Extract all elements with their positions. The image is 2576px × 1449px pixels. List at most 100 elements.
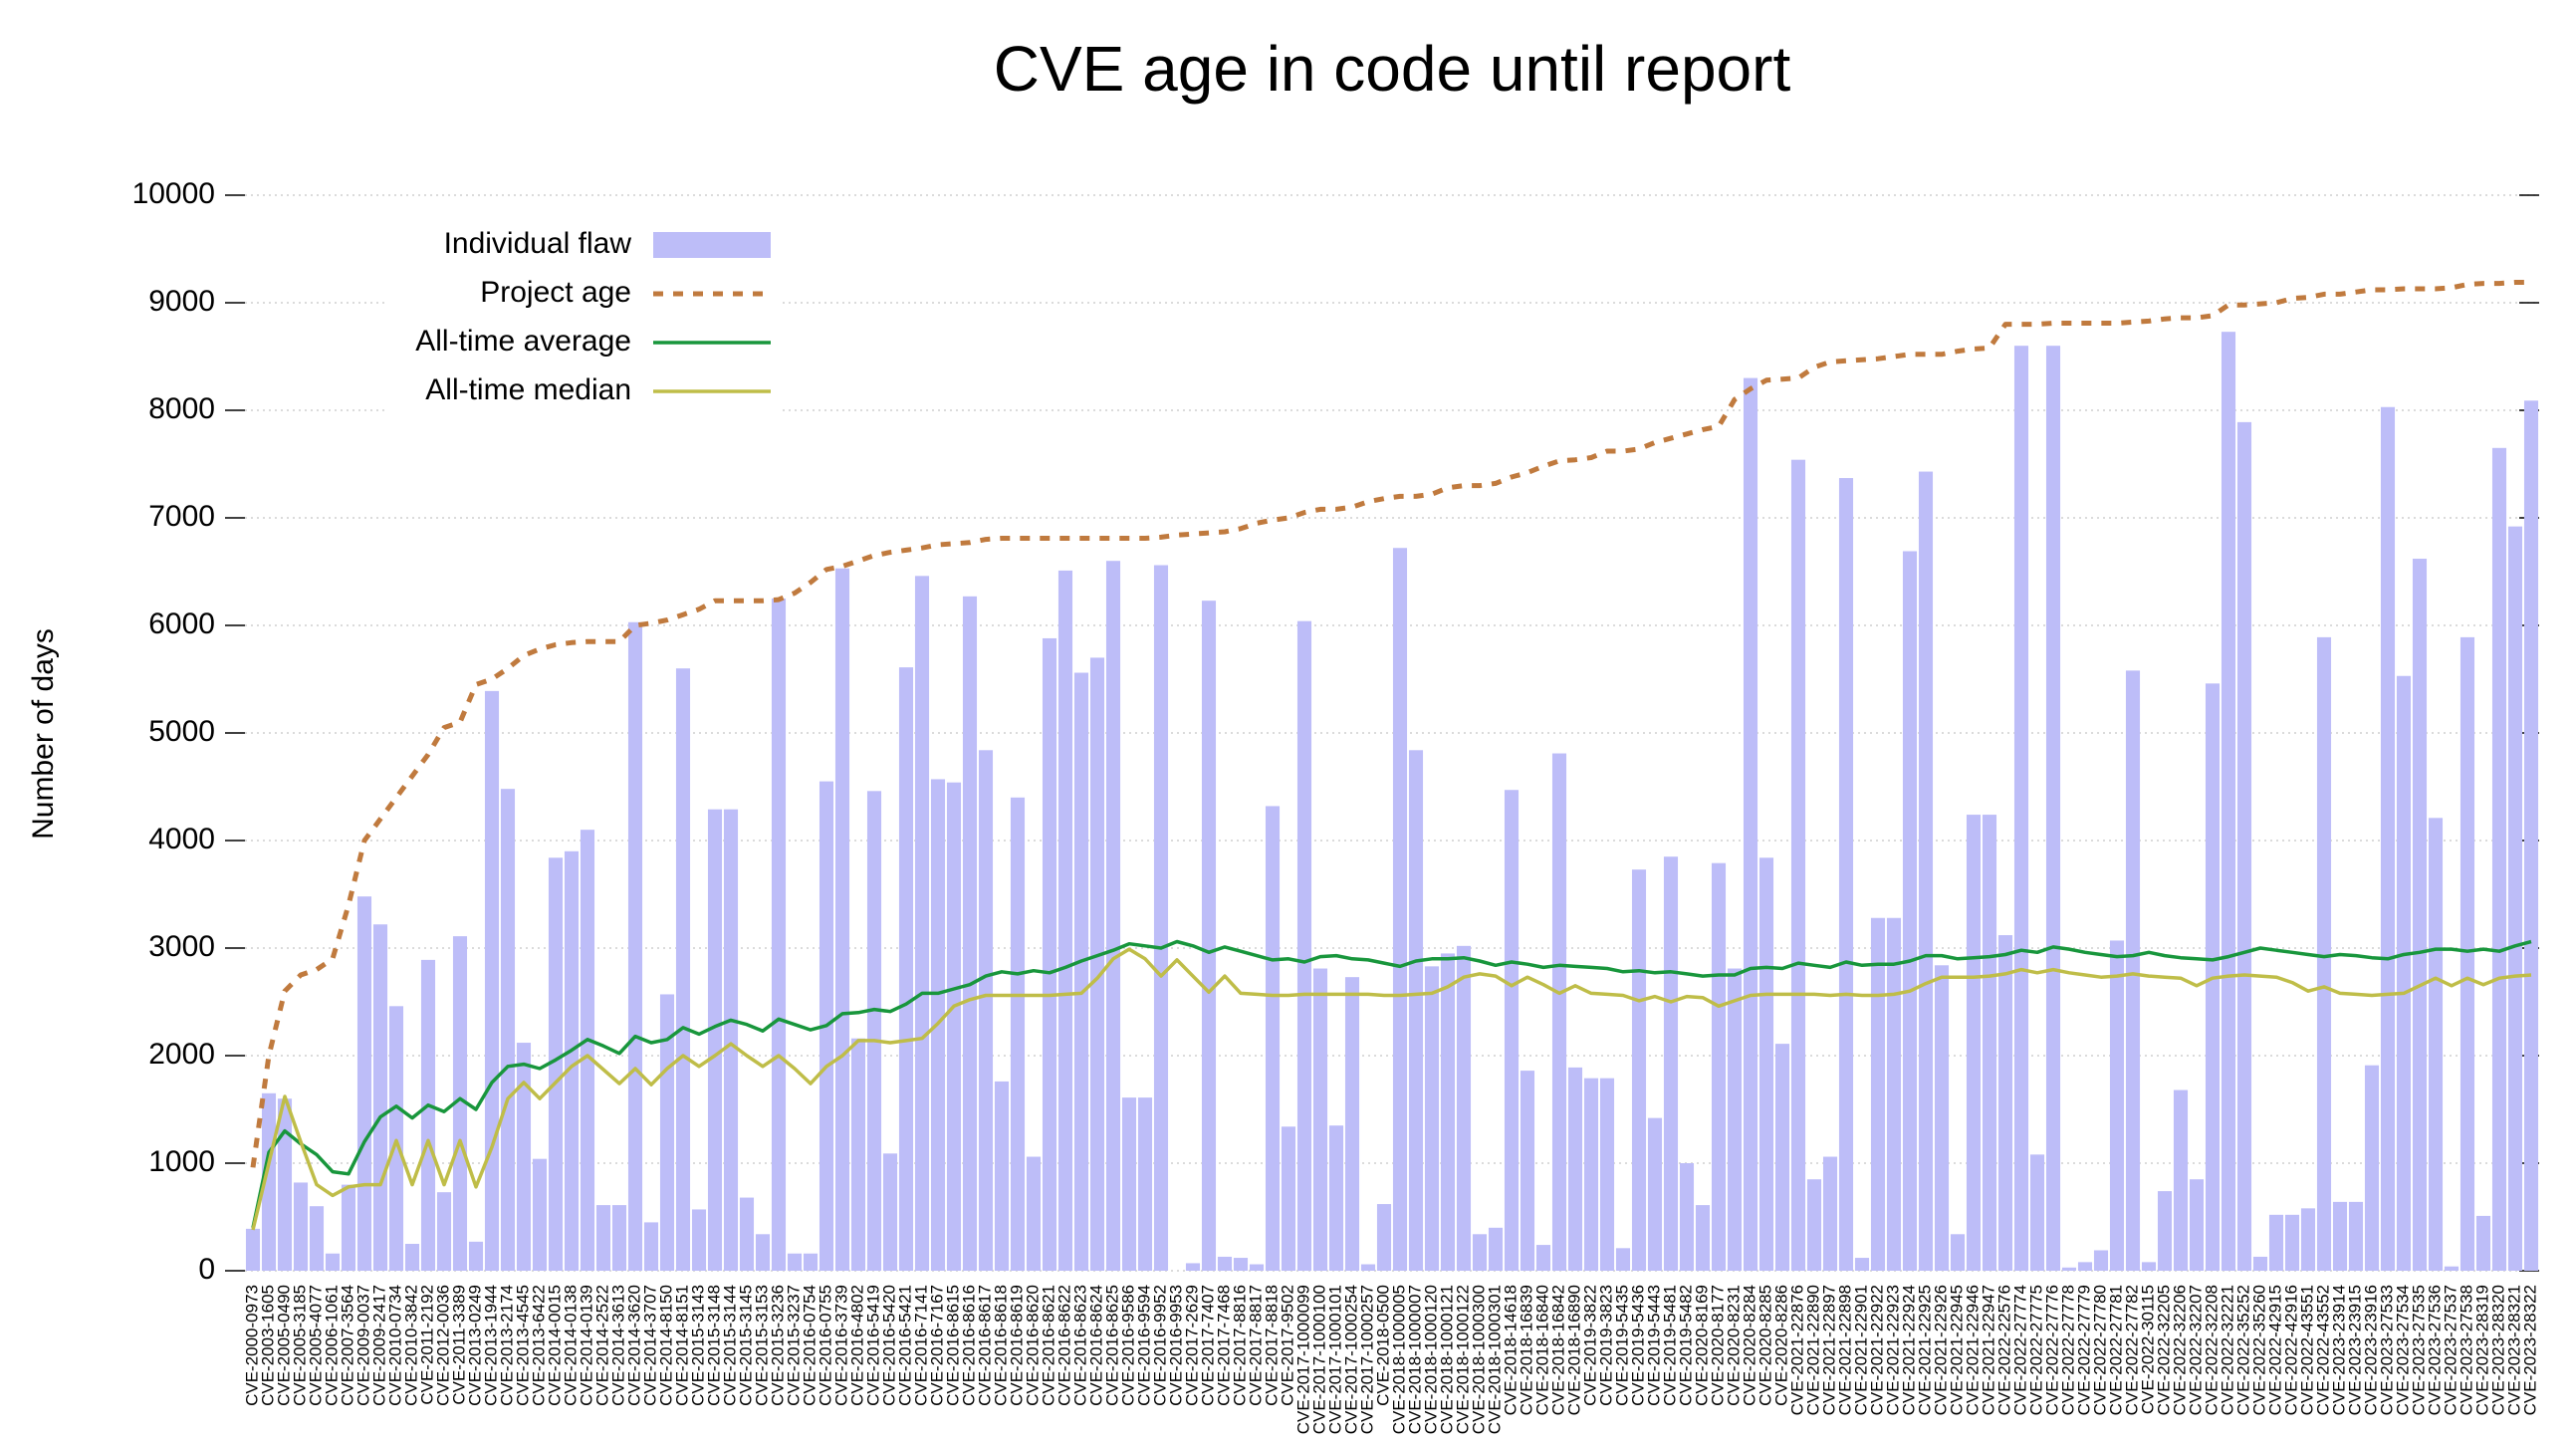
x-tick-label: CVE-2014-3613 (608, 1285, 627, 1406)
x-tick-label: CVE-2021-22897 (1819, 1285, 1838, 1415)
bar (1392, 548, 1408, 1271)
bar (643, 1222, 659, 1271)
x-tick-label: CVE-2020-8169 (1692, 1285, 1711, 1406)
legend-label: All-time average (415, 325, 631, 358)
x-tick-label: CVE-2017-7407 (1198, 1285, 1217, 1406)
bar (580, 830, 595, 1271)
x-tick-label: CVE-2022-27782 (2122, 1285, 2141, 1415)
x-tick-label: CVE-2016-7141 (911, 1285, 930, 1406)
bar (341, 1184, 356, 1271)
x-tick-label: CVE-2020-8231 (1724, 1285, 1743, 1406)
x-tick-label: CVE-2021-22922 (1867, 1285, 1886, 1415)
bar (2348, 1201, 2364, 1271)
x-tick-label: CVE-2017-9502 (1278, 1285, 1296, 1406)
bar (994, 1081, 1010, 1271)
x-tick-label: CVE-2022-42916 (2281, 1285, 2300, 1415)
bar (1567, 1067, 1583, 1271)
x-tick-label: CVE-2022-27778 (2058, 1285, 2077, 1415)
bar (1615, 1248, 1631, 1271)
x-tick-label: CVE-2005-0490 (274, 1285, 293, 1406)
x-tick-label: CVE-2014-0139 (577, 1285, 595, 1406)
x-tick-label: CVE-2017-1000254 (1341, 1285, 1360, 1434)
bar (2125, 670, 2141, 1271)
bar (388, 1006, 404, 1271)
bar (771, 599, 787, 1271)
bar (2412, 559, 2428, 1271)
x-tick-label: CVE-2018-1000301 (1485, 1285, 1504, 1434)
x-tick-label: CVE-2016-8619 (1007, 1285, 1026, 1406)
x-tick-label: CVE-2014-3707 (640, 1285, 659, 1406)
bar (1663, 856, 1679, 1271)
bar (611, 1205, 627, 1271)
x-tick-label: CVE-2023-27538 (2457, 1285, 2475, 1415)
y-tick-label: 7000 (148, 500, 215, 533)
x-tick-label: CVE-2022-27776 (2042, 1285, 2061, 1415)
x-tick-label: CVE-2017-2629 (1182, 1285, 1201, 1406)
bar (2221, 332, 2236, 1271)
bar (1535, 1245, 1551, 1271)
bar (1806, 1179, 1822, 1271)
y-axis-label: Number of days (27, 628, 60, 840)
bar (1774, 1044, 1790, 1271)
bar (2268, 1214, 2284, 1271)
x-tick-label: CVE-2019-3822 (1580, 1285, 1599, 1406)
bar (1265, 806, 1281, 1271)
bar (1089, 657, 1105, 1271)
x-tick-label: CVE-2015-3148 (704, 1285, 723, 1406)
x-tick-label: CVE-2023-27534 (2393, 1285, 2412, 1415)
bar (1185, 1263, 1201, 1271)
x-tick-label: CVE-2017-1000257 (1357, 1285, 1376, 1434)
y-tick-label: 6000 (148, 607, 215, 640)
bar (1073, 672, 1089, 1271)
x-tick-label: CVE-2016-8624 (1086, 1285, 1105, 1406)
y-tick-label: 10000 (132, 177, 215, 210)
x-tick-label: CVE-2014-8150 (656, 1285, 675, 1406)
x-tick-label: CVE-2022-30115 (2138, 1285, 2157, 1414)
x-tick-label: CVE-2022-27775 (2026, 1285, 2045, 1415)
x-tick-label: CVE-2019-5481 (1660, 1285, 1679, 1406)
bar (1790, 459, 1806, 1271)
x-tick-label: CVE-2022-27780 (2090, 1285, 2109, 1415)
bar (1950, 1234, 1966, 1271)
x-tick-label: CVE-2016-8620 (1023, 1285, 1042, 1406)
x-tick-label: CVE-2019-5443 (1644, 1285, 1663, 1406)
bar (1440, 953, 1456, 1271)
x-tick-label: CVE-2017-8817 (1246, 1285, 1265, 1406)
bar (516, 1043, 532, 1271)
bar (691, 1209, 707, 1271)
bar (1647, 1117, 1663, 1271)
x-tick-label: CVE-2017-8816 (1230, 1285, 1249, 1406)
bar (404, 1244, 420, 1271)
bar (2029, 1154, 2045, 1271)
bar (2013, 346, 2029, 1271)
x-tick-label: CVE-2014-8151 (672, 1285, 691, 1406)
bar (1249, 1264, 1265, 1271)
bar (1504, 790, 1520, 1271)
legend-label: All-time median (425, 373, 631, 406)
x-tick-label: CVE-2015-3237 (784, 1285, 803, 1406)
bar (2380, 406, 2396, 1271)
x-tick-label: CVE-2021-22901 (1851, 1285, 1870, 1415)
bar (1296, 620, 1312, 1271)
x-tick-label: CVE-2021-22924 (1899, 1285, 1918, 1415)
x-tick-label: CVE-2022-27781 (2106, 1285, 2125, 1415)
x-tick-label: CVE-2005-4077 (306, 1285, 325, 1406)
x-tick-label: CVE-2015-3153 (752, 1285, 771, 1406)
bar (866, 791, 882, 1271)
x-tick-label: CVE-2016-5421 (895, 1285, 914, 1406)
x-tick-label: CVE-2023-27536 (2425, 1285, 2444, 1415)
x-tick-label: CVE-2018-0500 (1373, 1285, 1392, 1406)
x-tick-label: CVE-2022-32206 (2170, 1285, 2189, 1415)
x-tick-label: CVE-2010-3842 (401, 1285, 420, 1406)
x-tick-label: CVE-2016-9953 (1166, 1285, 1185, 1406)
bar (309, 1206, 325, 1271)
bar (1870, 917, 1886, 1271)
bar (2284, 1214, 2300, 1271)
x-tick-label: CVE-2018-1000300 (1469, 1285, 1488, 1434)
x-tick-label: CVE-2022-43551 (2297, 1285, 2316, 1415)
x-tick-label: CVE-2016-8617 (975, 1285, 994, 1406)
bar (834, 568, 850, 1271)
x-tick-label: CVE-2017-1000099 (1293, 1285, 1312, 1434)
bar (1281, 1126, 1296, 1271)
bar (1057, 570, 1073, 1271)
